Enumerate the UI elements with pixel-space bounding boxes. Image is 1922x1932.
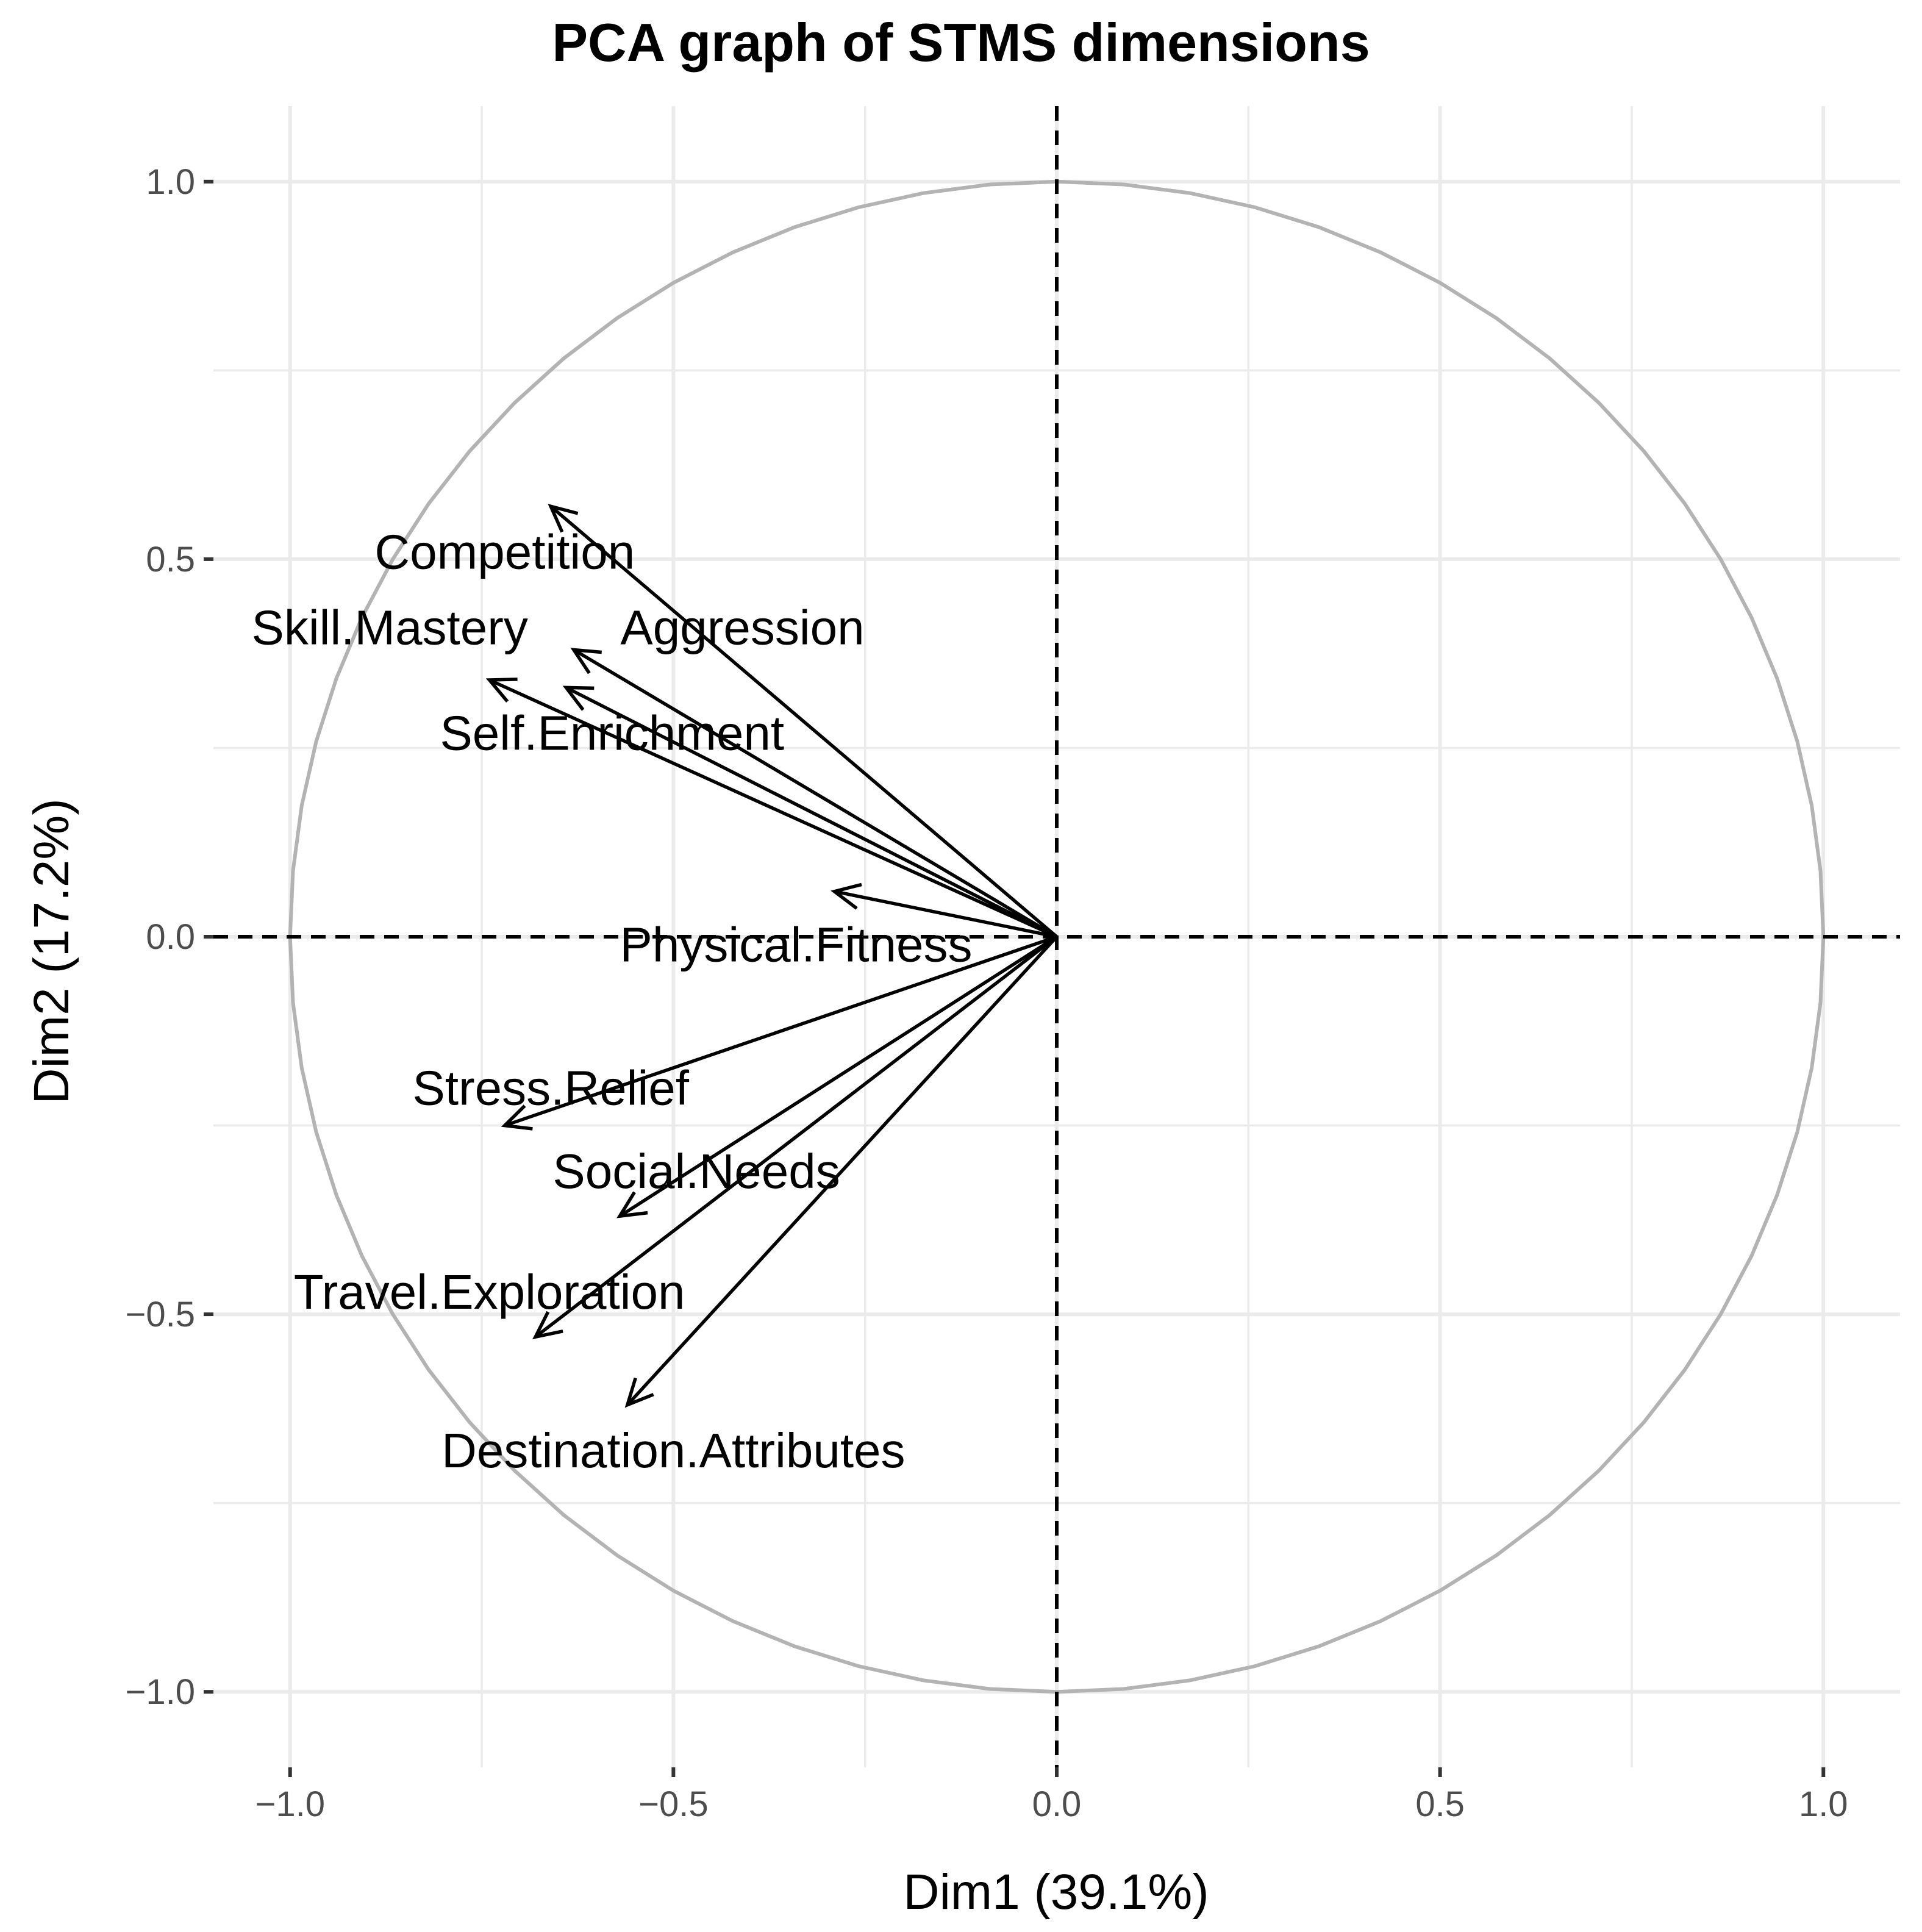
vector-stress-relief [501,935,1057,1131]
y-axis-title: Dim2 (17.2%) [24,798,79,1104]
vector-arrowhead-stress-relief [501,1104,533,1131]
vector-label-travel-exploration: Travel.Exploration [294,1265,685,1319]
vector-shaft-destination-attributes [626,936,1059,1406]
vector-label-physical-fitness: Physical.Fitness [620,917,973,971]
x-tick-label: −0.5 [638,1784,709,1824]
x-tick-label: 0.0 [1032,1784,1082,1824]
vector-arrowhead-self-enrichment [562,685,595,711]
vector-label-competition: Competition [374,525,635,579]
vector-shaft-competition [549,505,1058,939]
vector-skill-mastery [485,678,1058,939]
vector-label-destination-attributes: Destination.Attributes [441,1423,905,1478]
x-tick-label: 1.0 [1799,1784,1848,1824]
x-tick-label: 0.5 [1415,1784,1465,1824]
vector-self-enrichment [562,685,1058,939]
y-tick-label: 0.5 [146,540,195,579]
vector-label-stress-relief: Stress.Relief [412,1061,689,1115]
vector-competition [548,504,1058,939]
vector-physical-fitness [831,882,1057,939]
vector-arrowhead-competition [548,504,579,533]
vector-shaft-physical-fitness [834,890,1057,939]
vector-shaft-skill-mastery [488,678,1058,939]
vector-label-social-needs: Social.Needs [552,1144,840,1198]
y-tick-label: −0.5 [126,1295,196,1334]
vector-travel-exploration [532,935,1058,1340]
vector-arrowhead-social-needs [616,1191,648,1218]
vector-shaft-social-needs [618,935,1058,1218]
vector-arrowhead-travel-exploration [532,1311,563,1340]
vector-shaft-travel-exploration [534,935,1058,1339]
vector-shaft-stress-relief [504,935,1057,1128]
vector-arrowhead-aggression [570,648,602,674]
vector-arrowhead-destination-attributes [624,1377,654,1408]
y-tick-label: 1.0 [146,162,195,202]
vector-destination-attributes [624,936,1059,1408]
y-tick-label: 0.0 [146,917,195,957]
vector-arrowhead-physical-fitness [831,882,862,910]
vector-shaft-aggression [573,648,1058,939]
variable-vectors [485,504,1059,1408]
vector-label-aggression: Aggression [620,600,864,654]
vector-shaft-self-enrichment [565,685,1058,939]
vector-arrowhead-skill-mastery [485,678,518,703]
vector-aggression [570,648,1058,939]
chart-title: PCA graph of STMS dimensions [552,12,1370,73]
vector-label-self-enrichment: Self.Enrichment [440,706,784,760]
x-axis-title: Dim1 (39.1%) [903,1864,1209,1920]
x-tick-label: −1.0 [255,1784,325,1824]
vector-label-skill-mastery: Skill.Mastery [251,600,527,654]
axis-ticks: −1.0 −0.5 0.0 0.5 1.0 −1.0 −0.5 0.0 0.5 1.0 [126,162,1848,1824]
y-tick-label: −1.0 [126,1672,196,1712]
variable-labels: Competition Aggression Skill.Mastery Self.E… [251,525,972,1478]
vector-social-needs [616,935,1058,1218]
